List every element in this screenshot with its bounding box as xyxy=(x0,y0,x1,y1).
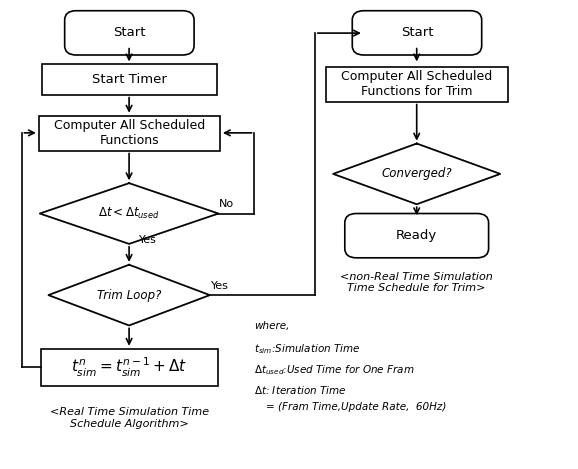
Text: where,: where, xyxy=(254,321,290,331)
Text: Computer All Scheduled
Functions for Trim: Computer All Scheduled Functions for Tri… xyxy=(342,70,492,98)
Text: Converged?: Converged? xyxy=(381,167,452,181)
FancyBboxPatch shape xyxy=(327,67,507,102)
Text: $t^n_{sim} = t^{n-1}_{sim} + \Delta t$: $t^n_{sim} = t^{n-1}_{sim} + \Delta t$ xyxy=(71,356,187,379)
Polygon shape xyxy=(49,265,210,325)
Text: <non-Real Time Simulation
Time Schedule for Trim>: <non-Real Time Simulation Time Schedule … xyxy=(340,272,493,294)
FancyBboxPatch shape xyxy=(40,349,218,386)
Text: Start: Start xyxy=(113,26,146,39)
Text: Start: Start xyxy=(401,26,434,39)
Text: $\Delta t < \Delta t_{used}$: $\Delta t < \Delta t_{used}$ xyxy=(98,206,160,221)
Text: No: No xyxy=(219,199,234,209)
FancyBboxPatch shape xyxy=(39,116,220,151)
Text: = (Fram Time,Update Rate,  60Hz): = (Fram Time,Update Rate, 60Hz) xyxy=(266,402,446,412)
FancyBboxPatch shape xyxy=(65,11,194,55)
FancyBboxPatch shape xyxy=(352,11,481,55)
FancyBboxPatch shape xyxy=(42,64,217,95)
Text: Trim Loop?: Trim Loop? xyxy=(97,288,161,302)
Text: Start Timer: Start Timer xyxy=(92,73,167,86)
Text: <Real Time Simulation Time
Schedule Algorithm>: <Real Time Simulation Time Schedule Algo… xyxy=(50,407,209,429)
Text: Ready: Ready xyxy=(396,229,438,242)
Polygon shape xyxy=(40,183,218,244)
Polygon shape xyxy=(334,144,500,204)
Text: Computer All Scheduled
Functions: Computer All Scheduled Functions xyxy=(54,119,205,147)
Text: $\Delta t_{used}$:Used Time for One Fram: $\Delta t_{used}$:Used Time for One Fram xyxy=(254,363,415,377)
Text: Yes: Yes xyxy=(139,235,157,245)
FancyBboxPatch shape xyxy=(345,213,488,258)
Text: Yes: Yes xyxy=(212,281,229,291)
Text: $\Delta t$: Iteration Time: $\Delta t$: Iteration Time xyxy=(254,384,347,396)
Text: $t_{sim}$:Simulation Time: $t_{sim}$:Simulation Time xyxy=(254,342,361,356)
